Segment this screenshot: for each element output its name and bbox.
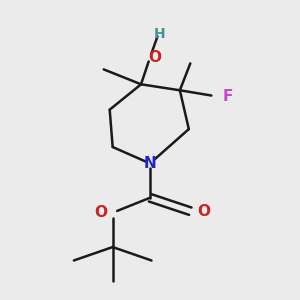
Text: O: O: [148, 50, 161, 65]
Text: O: O: [197, 204, 210, 219]
Text: H: H: [154, 27, 166, 41]
Text: F: F: [223, 89, 233, 104]
Text: N: N: [144, 156, 156, 171]
Text: O: O: [94, 205, 107, 220]
